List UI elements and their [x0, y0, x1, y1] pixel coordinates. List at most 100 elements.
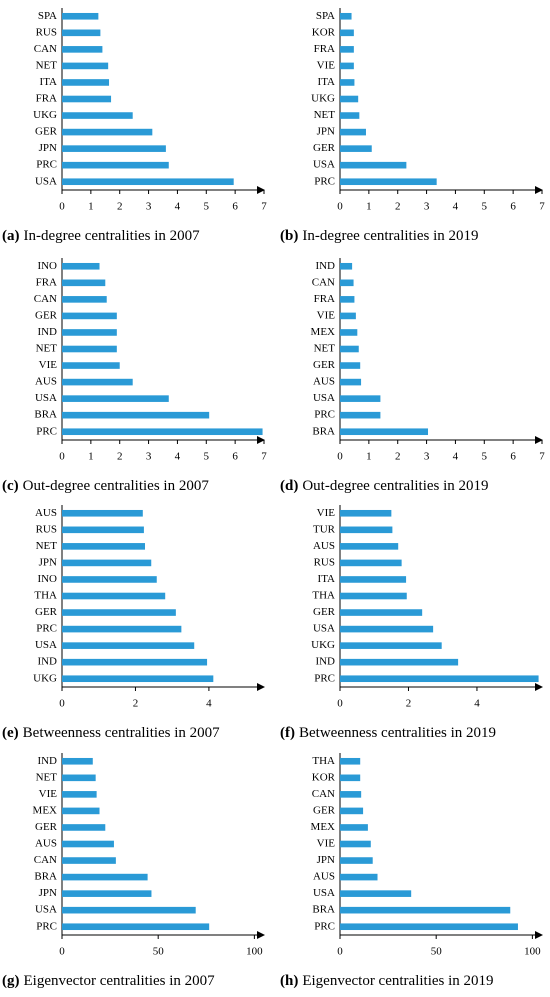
bar	[62, 112, 133, 119]
panel: 0 50 100 THA KOR CAN GER MEX VIE JPN AUS USA BRA PRC (…	[280, 753, 543, 989]
bar	[62, 128, 153, 136]
bar	[62, 29, 101, 37]
bar	[62, 329, 117, 336]
y-tick-label: AUS	[35, 838, 57, 850]
y-tick-label: USA	[35, 392, 57, 404]
bar	[340, 658, 459, 666]
y-tick-label: GER	[313, 804, 336, 816]
bar	[340, 625, 434, 633]
bar	[62, 642, 195, 649]
bar	[340, 161, 407, 169]
x-tick-label: 50	[153, 946, 165, 958]
bar	[62, 46, 103, 53]
y-tick-label: THA	[312, 590, 335, 602]
y-tick-label: PRC	[36, 623, 57, 635]
y-tick-label: GER	[35, 309, 58, 321]
x-tick-label: 100	[524, 946, 541, 958]
bar	[62, 509, 143, 517]
bar	[62, 378, 133, 386]
panel: 0 1 2 3 4 5 6 7 IND CAN FRA VIE MEX NET GER AUS USA PRC BR…	[280, 258, 545, 494]
y-tick-label: VIE	[39, 788, 58, 800]
bar	[340, 145, 372, 152]
y-tick-label: USA	[313, 159, 335, 171]
y-tick-label: INO	[37, 573, 57, 585]
y-tick-label: NET	[36, 59, 58, 71]
x-tick-label: 4	[474, 698, 480, 710]
panel: 0 2 4 AUS RUS NET JPN INO THA GER PRC USA IND UKG (e) B…	[2, 505, 265, 741]
x-tick-label: 0	[59, 946, 65, 958]
y-tick-label: MEX	[311, 821, 336, 833]
y-tick-label: TUR	[313, 523, 336, 535]
x-tick-label: 2	[117, 451, 123, 463]
y-tick-label: THA	[312, 755, 335, 767]
bar	[62, 873, 148, 881]
caption-text: Out-degree centralities in 2019	[302, 478, 488, 494]
bar	[340, 345, 359, 353]
y-tick-label: PRC	[314, 175, 335, 187]
y-tick-label: USA	[35, 639, 57, 651]
x-tick-label: 3	[424, 201, 430, 213]
bar	[340, 923, 518, 931]
bar	[62, 95, 112, 103]
y-tick-label: FRA	[314, 43, 335, 55]
bar	[340, 112, 360, 119]
y-tick-label: USA	[35, 175, 57, 187]
panel: 0 1 2 3 4 5 6 7 SPA RUS CAN NET ITA FRA UKG GER JPN PRC US…	[2, 8, 267, 244]
y-tick-label: CAN	[312, 276, 335, 288]
bar	[62, 145, 166, 152]
bar	[340, 62, 354, 70]
caption: (e) Betweenness centralities in 2007	[2, 725, 220, 741]
bar	[62, 625, 182, 633]
bar	[340, 675, 539, 683]
y-tick-label: RUS	[36, 26, 57, 38]
y-tick-label: CAN	[34, 854, 57, 866]
caption-label: (h)	[280, 973, 298, 989]
y-tick-label: GER	[313, 142, 336, 154]
bar	[340, 757, 361, 765]
caption: (b) In-degree centralities in 2019	[280, 228, 479, 244]
bar	[62, 840, 114, 848]
bar	[62, 609, 176, 616]
y-tick-label: ITA	[40, 76, 58, 88]
y-tick-label: FRA	[314, 293, 335, 305]
x-tick-label: 4	[453, 201, 459, 213]
y-tick-label: GER	[313, 606, 336, 618]
bar	[340, 642, 442, 649]
y-tick-label: IND	[37, 326, 57, 338]
y-tick-label: NET	[36, 343, 58, 355]
x-tick-label: 0	[337, 451, 343, 463]
y-tick-label: ITA	[318, 573, 336, 585]
y-tick-label: GER	[35, 126, 58, 138]
bar	[340, 592, 407, 600]
y-tick-label: BRA	[34, 871, 57, 883]
x-tick-label: 5	[482, 201, 488, 213]
caption: (h) Eigenvector centralities in 2019	[280, 973, 494, 989]
y-tick-label: AUS	[313, 540, 335, 552]
y-tick-label: GER	[313, 359, 336, 371]
x-tick-label: 2	[133, 698, 139, 710]
x-tick-label: 6	[232, 451, 238, 463]
y-tick-label: VIE	[39, 359, 58, 371]
y-tick-label: FRA	[36, 276, 57, 288]
x-tick-label: 0	[337, 698, 343, 710]
caption-text: Betweenness centralities in 2007	[23, 725, 221, 741]
caption-text: Betweenness centralities in 2019	[299, 725, 496, 741]
x-tick-label: 0	[337, 946, 343, 958]
y-tick-label: INO	[37, 260, 57, 272]
bar	[340, 840, 371, 848]
x-tick-label: 100	[246, 946, 263, 958]
y-tick-label: USA	[35, 904, 57, 916]
caption-text: In-degree centralities in 2019	[302, 228, 478, 244]
bar	[340, 362, 361, 369]
bar	[340, 279, 354, 287]
bar	[62, 312, 117, 320]
panel: 0 2 4 VIE TUR AUS RUS ITA THA GER USA UKG IND PRC (f) B…	[280, 505, 543, 741]
bar	[62, 262, 100, 270]
caption-label: (d)	[280, 478, 298, 494]
caption-text: In-degree centralities in 2007	[24, 228, 201, 244]
bar	[340, 509, 392, 517]
y-tick-label: AUS	[313, 376, 335, 388]
y-tick-label: UKG	[311, 639, 335, 651]
y-tick-label: AUS	[313, 871, 335, 883]
